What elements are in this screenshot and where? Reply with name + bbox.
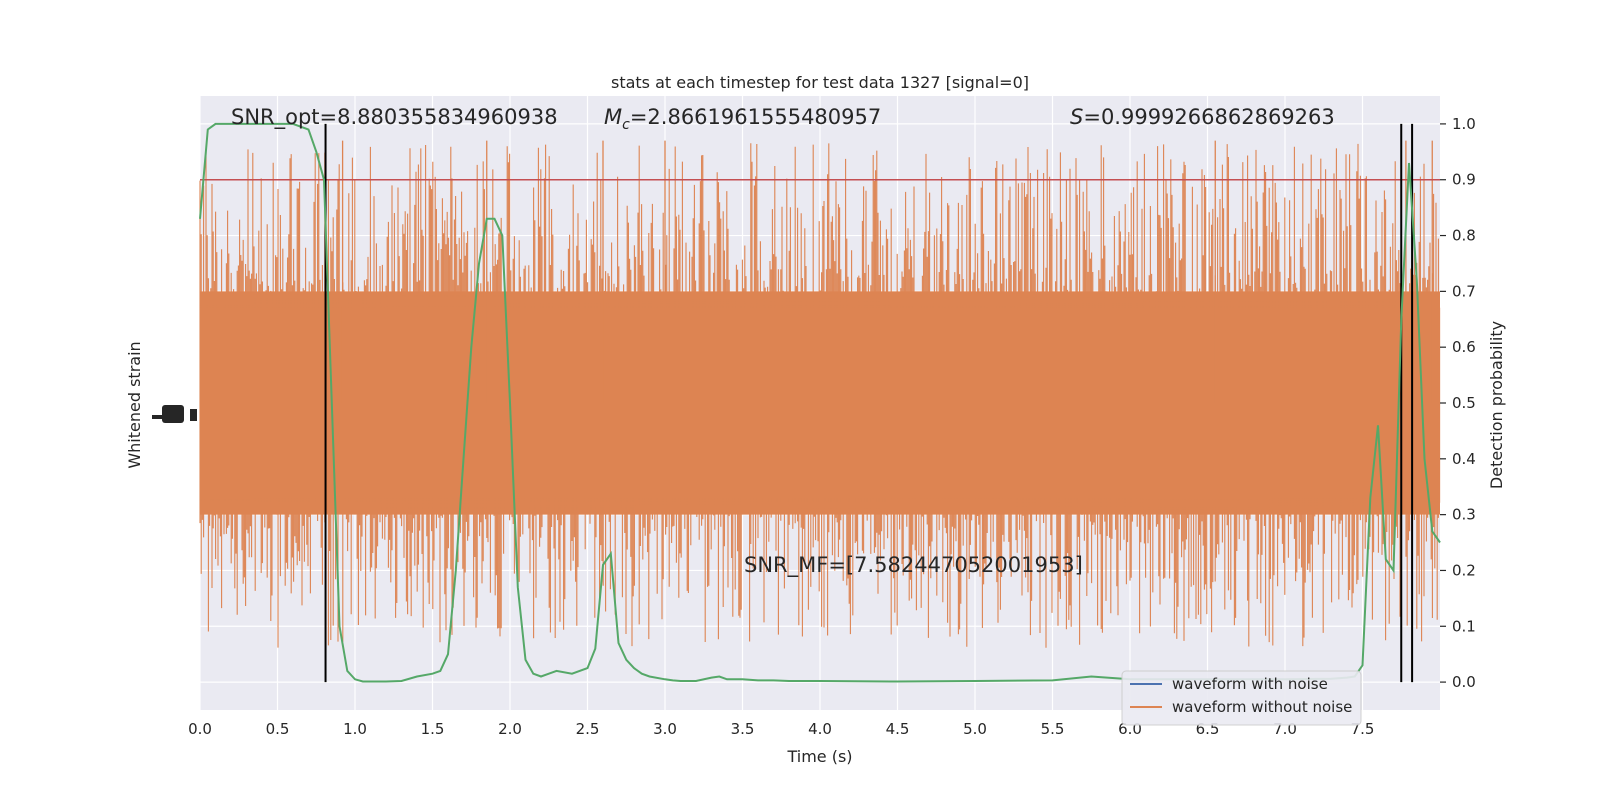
s-value: =0.9999266862869263 bbox=[1083, 105, 1334, 129]
x-tick-label: 3.0 bbox=[653, 720, 677, 738]
x-tick-label: 4.0 bbox=[808, 720, 832, 738]
y-tick-label: 0.7 bbox=[1452, 282, 1476, 300]
x-tick-label: 3.5 bbox=[731, 720, 755, 738]
x-tick-label: 2.5 bbox=[576, 720, 600, 738]
y-axis-right-ticks: 0.0 0.1 0.2 0.3 0.4 0.5 0.6 0.7 0.8 0.9 1.0 bbox=[1440, 115, 1476, 691]
s-symbol: S bbox=[1070, 105, 1083, 129]
legend-box bbox=[1121, 670, 1362, 726]
left-axis-ticks bbox=[152, 405, 197, 423]
y-tick-label: 0.4 bbox=[1452, 450, 1476, 468]
x-tick-label: 5.5 bbox=[1041, 720, 1065, 738]
legend-label-without-noise: waveform without noise bbox=[1172, 698, 1352, 716]
x-tick-label: 0.5 bbox=[266, 720, 290, 738]
chirp-mass-annotation: Mc=2.8661961555480957 bbox=[604, 105, 881, 133]
chirp-mass-symbol: M bbox=[604, 105, 622, 129]
left-tick-mark bbox=[190, 409, 197, 421]
x-tick-label: 5.0 bbox=[963, 720, 987, 738]
y-tick-label: 0.6 bbox=[1452, 338, 1476, 356]
chart-title: stats at each timestep for test data 132… bbox=[611, 73, 1029, 92]
x-tick-label: 2.0 bbox=[498, 720, 522, 738]
left-tick-cluster bbox=[162, 405, 184, 423]
x-axis-label: Time (s) bbox=[786, 747, 852, 766]
strain-trace bbox=[199, 143, 1441, 648]
y-axis-left-label: Whitened strain bbox=[125, 341, 144, 468]
chirp-mass-value: =2.8661961555480957 bbox=[630, 105, 881, 129]
s-annotation: S=0.9999266862869263 bbox=[1070, 105, 1335, 129]
y-tick-label: 0.9 bbox=[1452, 171, 1476, 189]
legend-label-with-noise: waveform with noise bbox=[1172, 675, 1328, 693]
y-tick-label: 0.5 bbox=[1452, 394, 1476, 412]
x-tick-label: 0.0 bbox=[188, 720, 212, 738]
y-axis-right-label: Detection probability bbox=[1487, 321, 1506, 489]
legend: waveform with noise waveform without noi… bbox=[1121, 670, 1362, 726]
waveform-without-noise-line bbox=[199, 140, 1441, 648]
x-tick-label: 1.0 bbox=[343, 720, 367, 738]
x-tick-label: 1.5 bbox=[421, 720, 445, 738]
chirp-mass-subscript: c bbox=[622, 117, 630, 133]
y-tick-label: 0.0 bbox=[1452, 673, 1476, 691]
snr-mf-annotation: SNR_MF=[7.582447052001953] bbox=[744, 553, 1083, 578]
y-tick-label: 0.2 bbox=[1452, 561, 1476, 579]
left-tick-dash bbox=[152, 415, 164, 419]
snr-opt-annotation: SNR_opt=8.880355834960938 bbox=[231, 105, 558, 130]
y-tick-label: 0.1 bbox=[1452, 617, 1476, 635]
x-tick-label: 4.5 bbox=[886, 720, 910, 738]
y-tick-label: 0.3 bbox=[1452, 506, 1476, 524]
y-tick-label: 0.8 bbox=[1452, 227, 1476, 245]
y-tick-label: 1.0 bbox=[1452, 115, 1476, 133]
